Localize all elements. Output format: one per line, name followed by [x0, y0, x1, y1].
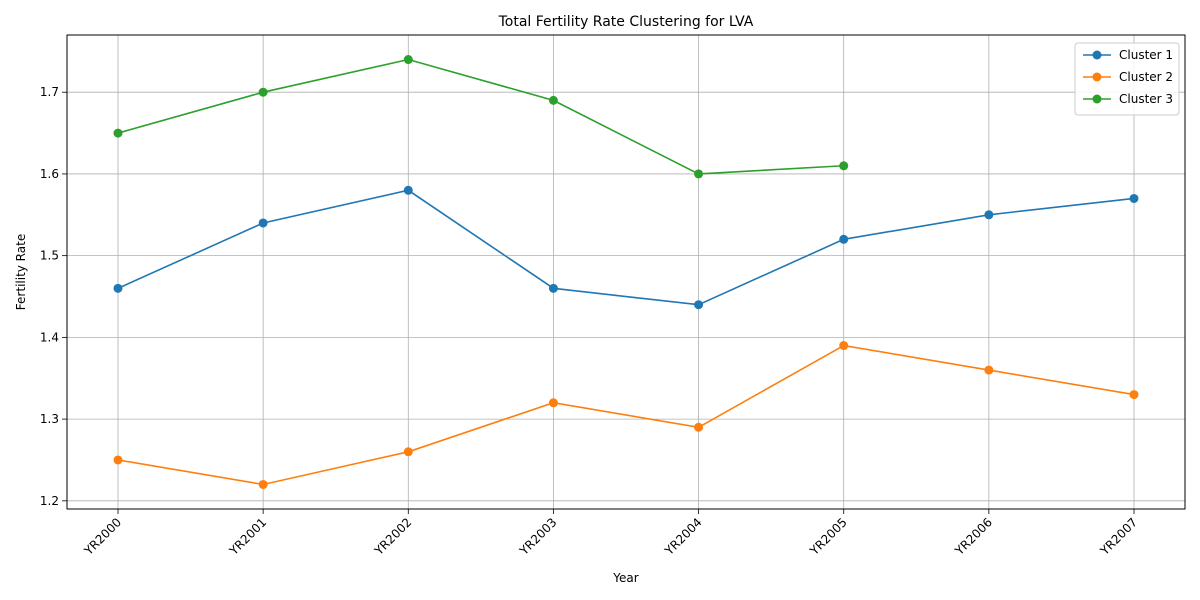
- series-layer: [113, 55, 1139, 489]
- series-line: [117, 58, 844, 175]
- ticks: YR2000 YR2001 YR2002 YR2003 YR2004 YR2005 YR20…: [40, 85, 1140, 558]
- data-point: [113, 283, 123, 293]
- series-1: [113, 185, 1139, 310]
- legend-label: Cluster 2: [1119, 70, 1173, 84]
- x-tick-label: YR2003: [516, 515, 559, 558]
- data-point: [548, 283, 558, 293]
- y-tick-label: 1.5: [40, 249, 59, 263]
- series-2: [113, 341, 1139, 489]
- y-tick-label: 1.2: [40, 494, 59, 508]
- legend: Cluster 1 Cluster 2 Cluster 3: [1074, 42, 1180, 116]
- data-point: [258, 479, 268, 489]
- x-axis-title: Year: [612, 571, 638, 585]
- x-tick-label: YR2002: [371, 515, 414, 558]
- data-point: [403, 55, 413, 65]
- grid: [67, 35, 1185, 509]
- y-axis-title: Fertility Rate: [14, 234, 28, 310]
- y-tick-label: 1.3: [40, 412, 59, 426]
- y-tick-label: 1.6: [40, 167, 59, 181]
- data-point: [1129, 193, 1139, 203]
- data-point: [694, 169, 704, 179]
- y-tick-label: 1.7: [40, 85, 59, 99]
- data-point: [548, 95, 558, 105]
- plot-frame: [66, 34, 1186, 510]
- data-point: [548, 398, 558, 408]
- series-line: [117, 189, 1135, 306]
- legend-item-2: Cluster 2: [1083, 70, 1173, 84]
- chart-title: Total Fertility Rate Clustering for LVA: [498, 14, 754, 30]
- series-line: [117, 344, 1135, 486]
- data-point: [839, 341, 849, 351]
- y-tick-label: 1.4: [40, 330, 59, 344]
- data-point: [258, 218, 268, 228]
- x-tick-label: YR2004: [661, 515, 704, 558]
- x-tick-label: YR2007: [1097, 515, 1140, 558]
- x-tick-label: YR2005: [807, 515, 850, 558]
- data-point: [694, 300, 704, 310]
- data-point: [1129, 390, 1139, 400]
- legend-label: Cluster 1: [1119, 48, 1173, 62]
- data-point: [984, 365, 994, 375]
- data-point: [403, 185, 413, 195]
- legend-marker: [1092, 94, 1102, 104]
- data-point: [694, 422, 704, 432]
- data-point: [839, 234, 849, 244]
- legend-item-3: Cluster 3: [1083, 92, 1173, 106]
- legend-marker: [1092, 72, 1102, 82]
- x-tick-label: YR2000: [81, 515, 124, 558]
- series-3: [113, 55, 849, 179]
- data-point: [984, 210, 994, 220]
- data-point: [403, 447, 413, 457]
- legend-item-1: Cluster 1: [1083, 48, 1173, 62]
- x-tick-label: YR2006: [952, 515, 995, 558]
- data-point: [113, 128, 123, 138]
- x-tick-label: YR2001: [226, 515, 269, 558]
- data-point: [113, 455, 123, 465]
- data-point: [258, 87, 268, 97]
- data-point: [839, 161, 849, 171]
- legend-marker: [1092, 50, 1102, 60]
- legend-label: Cluster 3: [1119, 92, 1173, 106]
